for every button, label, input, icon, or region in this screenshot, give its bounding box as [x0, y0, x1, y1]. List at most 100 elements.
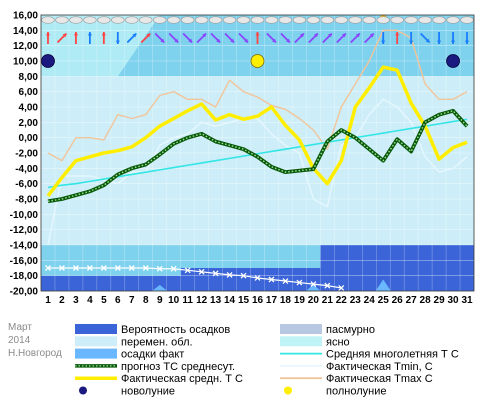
city-label: Н.Новгород — [8, 348, 62, 359]
cloud-icon — [460, 16, 474, 24]
cloud-icon — [97, 16, 111, 24]
y-tick-label: 16,00 — [13, 11, 38, 22]
y-tick-label: 6,00 — [19, 87, 39, 98]
wind-arrow-head — [62, 33, 67, 38]
y-tick-label: 2,00 — [19, 118, 39, 129]
legend-label: прогноз ТС среднесут. — [121, 361, 235, 373]
y-tick-label: -18,00 — [10, 271, 39, 282]
cloud-icon — [111, 16, 125, 24]
y-tick-label: 10,00 — [13, 57, 38, 68]
wind-arrow-head — [244, 38, 249, 43]
cloud-icon — [376, 16, 390, 24]
wind-arrow-head — [425, 38, 430, 43]
snow-cover-marker — [142, 265, 149, 271]
x-tick-label: 1 — [45, 295, 51, 306]
wind-arrow-head — [327, 33, 332, 38]
snow-cover-marker — [296, 279, 303, 286]
snow-cover-marker — [310, 281, 317, 288]
wind-arrow-head — [188, 38, 193, 43]
legend-label: перемен. обл. — [121, 336, 193, 348]
cloud-icon — [432, 16, 446, 24]
x-tick-label: 12 — [196, 295, 208, 306]
cloud-icon — [320, 16, 335, 24]
snow-cover-marker — [45, 265, 51, 271]
snow-cover-marker — [338, 284, 345, 291]
axes: 16,00 14,00 12,00 10,00 8,00 6,00 4,00 2,00 0,00… — [10, 11, 475, 306]
cloud-icon — [222, 16, 237, 24]
wind-arrow-head — [255, 32, 260, 36]
wind-arrow-head — [73, 32, 79, 36]
y-tick-label: 14,00 — [13, 26, 38, 37]
x-tick-label: 26 — [392, 295, 404, 306]
wind-arrow-head — [464, 40, 470, 44]
cloud-icon — [306, 16, 321, 24]
cloud-icon — [194, 16, 209, 24]
cloud-icon — [418, 16, 432, 24]
precip-fact-bar — [305, 284, 322, 291]
y-tick-label: 0,00 — [19, 133, 39, 144]
x-tick-label: 16 — [252, 295, 264, 306]
snow-cover-marker — [58, 265, 65, 271]
wind-arrow-head — [115, 40, 120, 44]
area-fills — [41, 245, 474, 291]
wind-arrow-head — [395, 32, 400, 36]
x-tick-label: 20 — [308, 295, 320, 306]
snow-cover-marker — [240, 272, 247, 279]
wind-arrow-head — [272, 38, 276, 43]
legend-label: полнолуние — [326, 386, 386, 398]
wind-arrow-head — [174, 38, 179, 43]
y-tick-label: -10,00 — [10, 210, 39, 221]
y-tick-label: -12,00 — [10, 225, 39, 236]
x-tick-label: 29 — [434, 295, 446, 306]
precip-fact-bar — [375, 279, 391, 291]
side-caption: Март 2014 Н.Новгород — [8, 322, 62, 359]
cloud-icon — [166, 16, 181, 24]
precip-fact-bar — [152, 284, 168, 291]
snow-cover-line — [47, 267, 342, 289]
legend-label: ясно — [326, 336, 350, 348]
cloud-icon — [236, 16, 251, 24]
y-tick-label: 4,00 — [19, 103, 39, 114]
cloud-icon — [334, 16, 349, 24]
legend-label: пасмурно — [326, 324, 375, 336]
x-tick-label: 8 — [143, 295, 149, 306]
series-lines — [46, 29, 469, 289]
snow-cover-marker — [184, 267, 191, 274]
x-tick-label: 7 — [129, 295, 135, 306]
snow-cover-marker — [156, 265, 163, 272]
cloud-icon — [362, 16, 376, 24]
wind-arrow-head — [216, 38, 221, 43]
wind-arrow-head — [300, 33, 304, 38]
legend-swatch — [75, 336, 117, 347]
snow-cover-marker — [212, 270, 219, 277]
wind-arrow-head — [355, 33, 360, 38]
x-tick-label: 17 — [266, 295, 278, 306]
plot-frame — [40, 14, 475, 292]
precip-probability-area — [41, 245, 474, 291]
wind-arrow-head — [286, 38, 290, 43]
tmax-line — [47, 29, 468, 162]
wind-arrow-head — [101, 32, 106, 36]
cloud-icon — [83, 16, 97, 24]
legend-label: Средняя многолетняя Т С — [326, 349, 459, 361]
x-tick-label: 23 — [350, 295, 362, 306]
legend-swatch — [79, 386, 87, 395]
legend-label: осадки факт — [121, 349, 184, 361]
wind-arrow-head — [436, 40, 442, 44]
snow-cover-marker — [254, 275, 261, 281]
legend-swatch — [75, 348, 117, 359]
x-tick-label: 19 — [294, 295, 306, 306]
x-tick-label: 18 — [280, 295, 292, 306]
wind-arrow-head — [341, 33, 346, 38]
y-tick-label: -14,00 — [10, 241, 39, 252]
cloud-icon — [69, 16, 83, 24]
y-tick-label: 8,00 — [19, 72, 39, 83]
legend-label: Фактическая Tmax C — [326, 373, 433, 385]
cloud-icon — [292, 16, 307, 24]
wind-arrow-head — [450, 40, 456, 44]
y-tick-label: -4,00 — [15, 164, 38, 175]
markers — [41, 54, 460, 291]
wind-arrow-head — [87, 32, 92, 36]
cloud-icon — [180, 16, 195, 24]
